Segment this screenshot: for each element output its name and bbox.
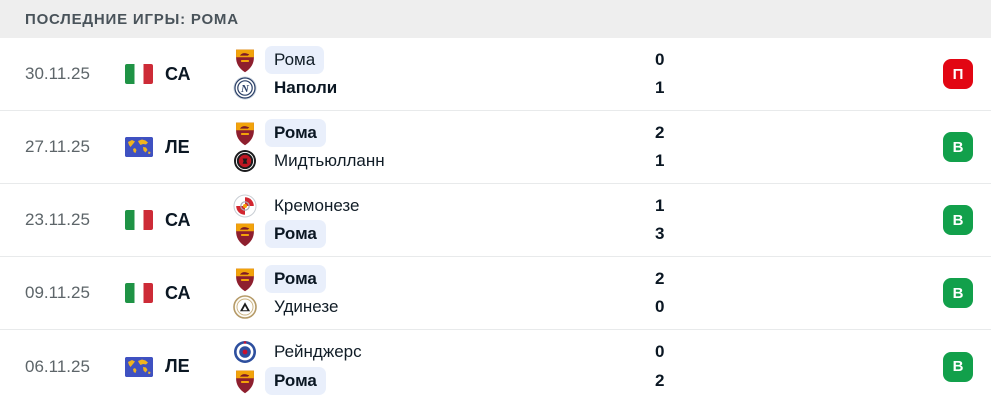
match-date: 23.11.25 <box>25 210 90 229</box>
team-line: Рома <box>232 265 655 293</box>
result-badge: В <box>943 351 973 382</box>
italy-flag-icon <box>125 283 153 303</box>
match-date: 09.11.25 <box>25 283 90 302</box>
italy-flag-icon <box>125 64 153 84</box>
competition-code: СА <box>165 209 191 230</box>
team-line: Рома <box>232 46 655 74</box>
match-date: 27.11.25 <box>25 137 90 156</box>
roma-crest-icon <box>232 48 258 73</box>
roma-crest-icon <box>232 369 258 394</box>
team-name: Рейнджерс <box>274 342 362 361</box>
team-name: Рома <box>265 265 326 293</box>
team-score: 0 <box>655 342 665 361</box>
team-score: 1 <box>655 78 665 97</box>
result-badge: В <box>943 278 973 308</box>
match-date: 06.11.25 <box>25 356 90 376</box>
roma-crest-icon <box>232 121 258 146</box>
team-line: Рома <box>232 367 655 395</box>
team-score: 2 <box>655 371 665 390</box>
team-name: Удинезе <box>274 297 339 316</box>
world-map-icon <box>125 356 153 377</box>
result-badge: П <box>943 59 973 89</box>
spacer <box>715 184 943 256</box>
cremonese-crest-icon <box>232 194 258 218</box>
scores-column: 0 1 <box>655 38 715 110</box>
team-score: 2 <box>655 269 665 288</box>
team-name: Рома <box>265 46 325 74</box>
roma-crest-icon <box>232 222 258 247</box>
team-name: Рома <box>265 220 326 248</box>
team-name: Мидтьюлланн <box>274 151 385 170</box>
result-column: В <box>943 278 973 308</box>
result-column: В <box>943 205 973 235</box>
roma-crest-icon <box>232 267 258 292</box>
scores-column: 2 0 <box>655 257 715 329</box>
napoli-crest-icon <box>232 76 258 100</box>
competition: ЛЕ <box>125 137 232 158</box>
competition-code: ЛЕ <box>165 356 190 376</box>
match-row[interactable]: 23.11.25 СА Кремонезе Рома 1 3 В <box>0 184 991 257</box>
scores-column: 2 1 <box>655 111 715 183</box>
competition: СА <box>125 210 232 231</box>
scores-column: 1 3 <box>655 184 715 256</box>
spacer <box>715 111 943 183</box>
midtjylland-crest-icon <box>232 149 258 173</box>
team-name: Рома <box>265 367 326 395</box>
team-line: Наполи <box>232 74 655 102</box>
match-date: 30.11.25 <box>25 64 90 83</box>
rangers-crest-icon <box>232 340 258 364</box>
result-column: П <box>943 59 973 89</box>
widget-title: ПОСЛЕДНИЕ ИГРЫ: РОМА <box>25 10 239 28</box>
result-badge: В <box>943 132 973 162</box>
competition-code: СА <box>165 282 191 303</box>
team-score: 0 <box>655 297 665 316</box>
team-line: Рома <box>232 119 655 147</box>
spacer <box>715 38 943 110</box>
italy-flag-icon <box>125 210 153 230</box>
team-line: Кремонезе <box>232 192 655 220</box>
world-map-icon <box>125 137 153 157</box>
team-score: 1 <box>655 151 665 170</box>
team-score: 1 <box>655 196 665 215</box>
competition: СА <box>125 64 232 85</box>
competition: ЛЕ <box>125 356 232 377</box>
teams-column: Рома Наполи <box>232 38 655 110</box>
scores-column: 0 2 <box>655 330 715 403</box>
result-column: В <box>943 132 973 162</box>
team-line: Мидтьюлланн <box>232 147 655 175</box>
result-column: В <box>943 351 973 382</box>
team-line: Рома <box>232 220 655 248</box>
match-row[interactable]: 06.11.25 ЛЕ Рейнджерс Рома 0 2 В <box>0 330 991 403</box>
result-badge: В <box>943 205 973 235</box>
team-name: Кремонезе <box>274 196 360 215</box>
teams-column: Рома Удинезе <box>232 257 655 329</box>
team-name: Наполи <box>274 78 338 97</box>
competition-code: ЛЕ <box>165 136 190 157</box>
teams-column: Рейнджерс Рома <box>232 330 655 403</box>
teams-column: Рома Мидтьюлланн <box>232 111 655 183</box>
widget-header: ПОСЛЕДНИЕ ИГРЫ: РОМА <box>0 0 991 38</box>
team-name: Рома <box>265 119 326 147</box>
competition-code: СА <box>165 63 191 84</box>
match-row[interactable]: 09.11.25 СА Рома Удинезе 2 0 В <box>0 257 991 330</box>
spacer <box>715 257 943 329</box>
match-row[interactable]: 27.11.25 ЛЕ Рома Мидтьюлланн 2 1 В <box>0 111 991 184</box>
team-score: 2 <box>655 123 665 142</box>
teams-column: Кремонезе Рома <box>232 184 655 256</box>
match-row[interactable]: 30.11.25 СА Рома Наполи 0 1 П <box>0 38 991 111</box>
competition: СА <box>125 283 232 304</box>
team-line: Удинезе <box>232 293 655 321</box>
team-score: 0 <box>655 50 665 69</box>
team-line: Рейнджерс <box>232 338 655 366</box>
team-score: 3 <box>655 224 665 243</box>
spacer <box>715 330 943 403</box>
udinese-crest-icon <box>232 295 258 319</box>
